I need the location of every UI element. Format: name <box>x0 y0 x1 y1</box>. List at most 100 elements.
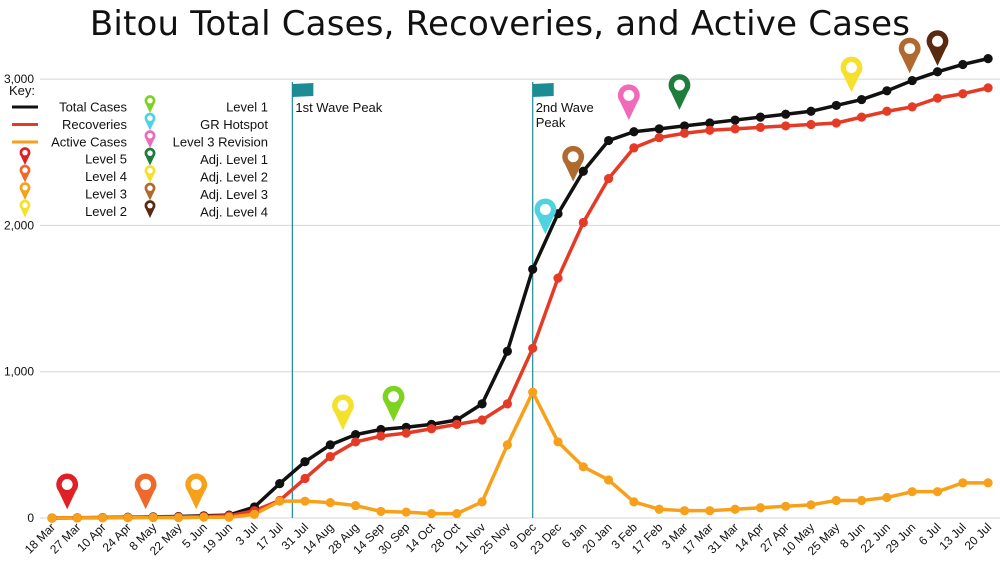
data-point <box>705 125 715 135</box>
data-point <box>958 478 968 488</box>
wave-peak-label: Peak <box>536 115 566 130</box>
map-pin-icon <box>534 198 557 235</box>
legend-pin-icon <box>144 200 156 218</box>
data-point <box>730 504 740 514</box>
data-point <box>958 59 968 70</box>
legend-pin-icon <box>19 199 31 218</box>
map-pin-icon <box>134 473 157 510</box>
legend-label: Level 3 <box>85 187 127 202</box>
data-point <box>351 430 361 440</box>
data-point <box>477 415 487 425</box>
chart-title: Bitou Total Cases, Recoveries, and Activ… <box>89 4 911 44</box>
data-point <box>629 497 639 507</box>
map-pin-icon-hole <box>623 89 635 101</box>
data-point <box>300 473 310 484</box>
data-point <box>629 127 639 137</box>
legend-label: Recoveries <box>62 117 128 132</box>
series-line <box>51 86 989 520</box>
data-point <box>755 503 766 513</box>
legend-label: Total Cases <box>59 100 127 115</box>
data-point <box>578 462 588 472</box>
data-point <box>199 512 209 522</box>
wave-peak-label: 1st Wave Peak <box>295 100 382 115</box>
data-point <box>781 501 791 511</box>
map-pin-icon <box>332 394 354 431</box>
data-point <box>553 273 563 283</box>
legend-pin-icon <box>19 182 31 200</box>
legend-pin-icon-hole <box>147 97 153 104</box>
legend-label: Level 2 <box>85 204 127 219</box>
data-point <box>882 86 892 96</box>
legend-label: Level 5 <box>85 152 127 167</box>
map-pin-icon-hole <box>567 151 579 163</box>
map-pin-icon-hole <box>337 400 349 411</box>
data-point <box>705 118 715 128</box>
legend-pin-icon-hole <box>22 184 28 191</box>
data-point <box>781 109 791 119</box>
data-point <box>907 75 917 86</box>
map-pin-icon <box>898 37 921 74</box>
data-point <box>502 440 512 450</box>
legend-pin-icon <box>144 130 156 148</box>
data-point <box>806 500 816 510</box>
data-point <box>72 513 82 523</box>
data-point <box>806 106 816 116</box>
legend-pin-icon-hole <box>147 167 153 174</box>
legend-pin-icon <box>144 147 156 166</box>
data-point <box>831 118 841 128</box>
map-pin-icon <box>617 84 640 121</box>
data-point <box>452 419 462 429</box>
map-pin-icon <box>562 145 585 182</box>
legend-label: Active Cases <box>51 135 127 150</box>
data-point <box>654 133 664 143</box>
legend-label: Adj. Level 4 <box>200 205 268 220</box>
data-point <box>857 94 867 105</box>
data-point <box>932 487 943 497</box>
data-point <box>604 135 614 146</box>
data-point <box>932 67 943 77</box>
data-point <box>831 100 841 111</box>
data-point <box>578 217 588 228</box>
wave-peak-flag-icon <box>292 83 314 97</box>
data-point <box>578 166 588 176</box>
legend-label: Adj. Level 2 <box>200 170 268 185</box>
data-point <box>300 457 310 467</box>
map-pin-icon-hole <box>539 204 551 215</box>
data-point <box>275 496 285 506</box>
map-pin-icon-hole <box>932 35 943 47</box>
data-point <box>983 54 993 64</box>
data-point <box>831 495 841 506</box>
data-point <box>376 506 386 517</box>
data-point <box>401 507 411 517</box>
legend-label: Level 3 Revision <box>173 135 268 150</box>
data-point <box>376 424 386 435</box>
x-tick-label: 24 Apr <box>100 520 134 554</box>
data-point <box>679 121 690 131</box>
legend-label: GR Hotspot <box>200 117 268 132</box>
map-pin-icon <box>56 473 79 510</box>
data-point <box>528 387 538 397</box>
data-point <box>426 509 437 519</box>
map-pin-icon-hole <box>846 62 857 74</box>
x-tick-label: 20 Jul <box>962 520 995 553</box>
data-point <box>679 506 690 516</box>
y-tick-label: 2,000 <box>4 218 34 232</box>
data-point <box>351 437 361 447</box>
data-point <box>958 89 968 99</box>
data-point <box>730 124 740 134</box>
x-tick-label: 13 Jul <box>936 520 969 553</box>
legend-pin-icon-hole <box>147 185 153 191</box>
map-pin-icon-hole <box>904 43 916 55</box>
data-point <box>882 106 892 116</box>
data-point <box>376 431 386 441</box>
data-point <box>123 513 133 523</box>
y-tick-label: 1,000 <box>4 365 34 379</box>
data-point <box>705 506 715 516</box>
legend-title: Key: <box>9 83 35 98</box>
data-point <box>907 102 917 112</box>
data-point <box>426 424 437 434</box>
data-point <box>755 112 766 122</box>
legend-pin-icon-hole <box>147 115 153 121</box>
legend-pin-icon <box>144 182 156 201</box>
